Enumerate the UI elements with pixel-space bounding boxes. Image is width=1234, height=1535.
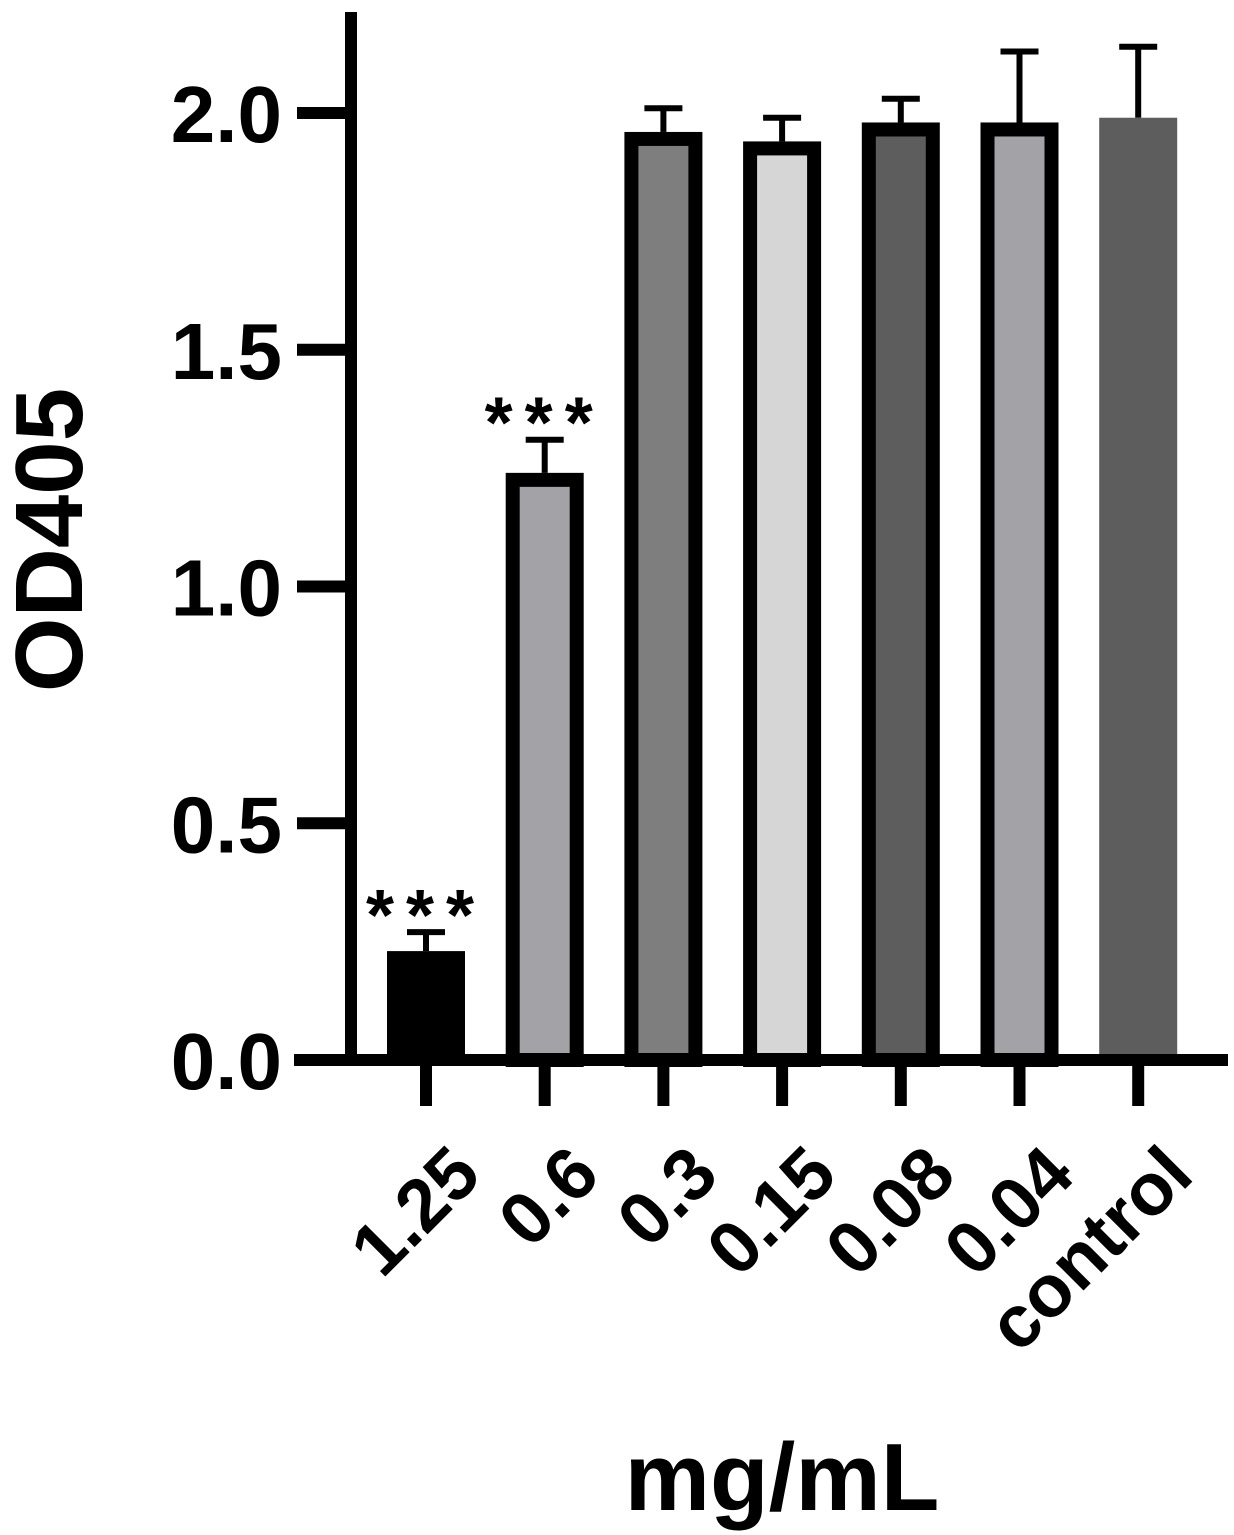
y-tick-label: 0.5 — [171, 780, 282, 869]
x-tick-label: 1.25 — [335, 1131, 496, 1292]
y-tick-label: 2.0 — [171, 70, 282, 159]
bar — [861, 122, 940, 1068]
x-tick-label: 0.15 — [691, 1131, 852, 1292]
y-tick-label: 1.0 — [171, 544, 282, 633]
bar-group — [1099, 43, 1178, 1061]
bar — [505, 472, 584, 1067]
significance-label: *** — [485, 384, 605, 464]
y-tick-label: 1.5 — [171, 307, 282, 396]
bar-group — [980, 48, 1059, 1068]
bar — [624, 131, 703, 1067]
bar-group — [387, 929, 465, 1060]
bar-group — [624, 105, 703, 1067]
y-ticks: 0.0 0.5 1.0 1.5 2.0 — [171, 70, 351, 1106]
bar-group — [505, 436, 584, 1067]
bar — [980, 122, 1059, 1068]
bars-layer — [387, 43, 1178, 1068]
x-tick-label: 0.08 — [809, 1131, 970, 1292]
x-axis-label: mg/mL — [625, 1424, 940, 1531]
y-tick-label: 0.0 — [171, 1017, 282, 1106]
significance-label: *** — [366, 876, 486, 956]
bar — [387, 951, 465, 1060]
annotations: *** *** — [366, 384, 605, 956]
bar-group — [861, 95, 940, 1068]
y-axis-label: OD405 — [0, 388, 103, 692]
bar-group — [743, 114, 822, 1068]
x-tick-label: 0.6 — [482, 1131, 613, 1262]
bar — [1099, 117, 1178, 1061]
axes-layer — [294, 12, 1228, 1066]
bar — [743, 141, 822, 1068]
